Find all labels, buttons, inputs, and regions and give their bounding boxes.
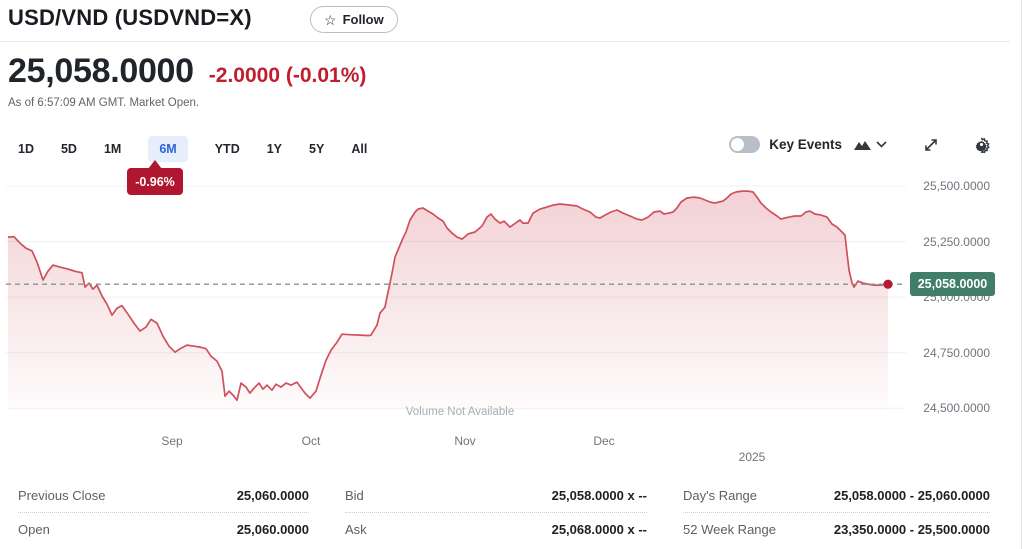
range-tab-1y[interactable]: 1Y — [266, 142, 283, 156]
quote-statistics: Previous Close 25,060.0000 Open 25,060.0… — [18, 479, 990, 546]
stat-52wk-range: 52 Week Range 23,350.0000 - 25,500.0000 — [683, 513, 990, 546]
stat-value: 23,350.0000 - 25,500.0000 — [833, 522, 990, 537]
stats-column-2: Bid 25,058.0000 x -- Ask 25,068.0000 x -… — [345, 479, 647, 546]
settings-button[interactable] — [973, 136, 990, 153]
range-tab-all[interactable]: All — [351, 142, 368, 156]
star-icon: ☆ — [324, 11, 337, 28]
stat-label: Ask — [345, 522, 367, 537]
panel-right-border — [1021, 0, 1022, 549]
stat-value: 25,058.0000 - 25,060.0000 — [833, 488, 990, 503]
chart-controls: Key Events — [729, 136, 990, 153]
range-tab-ytd[interactable]: YTD — [214, 142, 240, 156]
chart-canvas[interactable] — [6, 170, 906, 410]
fullscreen-button[interactable] — [923, 137, 939, 153]
x-axis-label: Nov — [454, 434, 476, 448]
y-axis-tick: 25,250.0000 — [923, 234, 990, 249]
price-change: -2.0000 (-0.01%) — [208, 64, 367, 87]
y-axis-tick: 24,750.0000 — [923, 345, 990, 360]
expand-icon — [925, 138, 937, 151]
chevron-down-icon — [876, 141, 887, 148]
range-tab-5d[interactable]: 5D — [60, 142, 77, 156]
follow-button[interactable]: ☆ Follow — [310, 6, 398, 33]
current-price-badge: 25,058.0000 — [910, 272, 995, 297]
stat-open: Open 25,060.0000 — [18, 513, 309, 546]
stat-previous-close: Previous Close 25,060.0000 — [18, 479, 309, 513]
chart-type-button[interactable] — [853, 138, 872, 152]
volume-note: Volume Not Available — [405, 406, 515, 418]
x-axis-label: Oct — [301, 434, 321, 448]
period-change-badge: -0.96% — [127, 168, 183, 195]
price-row: 25,058.0000 -2.0000 (-0.01%) — [8, 52, 366, 91]
stat-label: Open — [18, 522, 50, 537]
stat-label: Day's Range — [683, 488, 758, 503]
range-tab-5y[interactable]: 5Y — [309, 142, 325, 156]
x-axis-label: Dec — [593, 434, 615, 448]
gear-icon — [975, 137, 990, 153]
as-of-text: As of 6:57:09 AM GMT. Market Open. — [8, 97, 200, 109]
stat-ask: Ask 25,068.0000 x -- — [345, 513, 647, 546]
key-events-toggle[interactable] — [729, 136, 761, 153]
stat-value: 25,060.0000 — [236, 522, 309, 537]
x-axis-year-label: 2025 — [738, 450, 766, 464]
range-tab-1d[interactable]: 1D — [18, 142, 34, 156]
range-tab-6m[interactable]: 6M — [148, 136, 188, 162]
y-axis-tick: 25,500.0000 — [923, 179, 990, 193]
x-axis-label: Sep — [161, 434, 183, 448]
stats-column-1: Previous Close 25,060.0000 Open 25,060.0… — [18, 479, 309, 546]
stats-column-3: Day's Range 25,058.0000 - 25,060.0000 52… — [683, 479, 990, 546]
price-chart[interactable]: 25,500.0000 25,250.0000 25,000.0000 24,7… — [0, 170, 1024, 480]
header-divider — [0, 41, 1010, 42]
stat-label: Bid — [345, 488, 364, 503]
stat-value: 25,058.0000 x -- — [551, 488, 647, 503]
y-axis-tick: 24,500.0000 — [923, 401, 990, 416]
page-title: USD/VND (USDVND=X) — [8, 5, 252, 30]
tooltip-arrow — [148, 160, 162, 169]
stat-value: 25,068.0000 x -- — [551, 522, 647, 537]
toggle-knob — [731, 138, 745, 151]
area-chart-icon — [854, 140, 871, 150]
current-price: 25,058.0000 — [8, 52, 194, 90]
stat-label: 52 Week Range — [683, 522, 776, 537]
range-tab-1m[interactable]: 1M — [103, 142, 122, 156]
follow-button-label: Follow — [342, 12, 384, 27]
range-tabs: 1D 5D 1M 6M YTD 1Y 5Y All — [18, 136, 367, 162]
stat-label: Previous Close — [18, 488, 106, 503]
stat-bid: Bid 25,058.0000 x -- — [345, 479, 647, 513]
chart-type-dropdown[interactable] — [876, 141, 887, 148]
key-events-label: Key Events — [769, 137, 842, 152]
stat-value: 25,060.0000 — [236, 488, 309, 503]
stat-days-range: Day's Range 25,058.0000 - 25,060.0000 — [683, 479, 990, 513]
